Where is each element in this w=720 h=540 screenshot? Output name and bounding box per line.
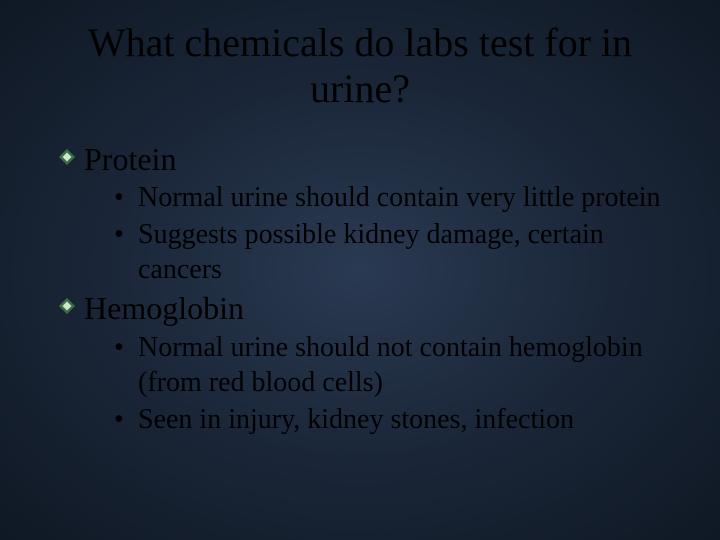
sub-item-text: Normal urine should contain very little …	[138, 180, 661, 215]
dot-bullet-icon: •	[114, 180, 138, 215]
sub-item: • Normal urine should contain very littl…	[114, 180, 670, 215]
section-heading: Hemoglobin	[84, 289, 244, 327]
dot-bullet-icon: •	[114, 217, 138, 252]
sub-item: • Suggests possible kidney damage, certa…	[114, 217, 670, 287]
slide-title: What chemicals do labs test for in urine…	[50, 20, 670, 112]
sub-item-text: Normal urine should not contain hemoglob…	[138, 330, 670, 400]
sub-item-text: Suggests possible kidney damage, certain…	[138, 217, 670, 287]
diamond-bullet-icon	[58, 140, 84, 166]
slide-content: Protein • Normal urine should contain ve…	[50, 140, 670, 437]
dot-bullet-icon: •	[114, 402, 138, 437]
diamond-bullet-icon	[58, 289, 84, 315]
sub-item-text: Seen in injury, kidney stones, infection	[138, 402, 574, 437]
sub-item: • Normal urine should not contain hemogl…	[114, 330, 670, 400]
section-heading: Protein	[84, 140, 176, 178]
sub-item: • Seen in injury, kidney stones, infecti…	[114, 402, 670, 437]
sub-list: • Normal urine should contain very littl…	[58, 180, 670, 287]
dot-bullet-icon: •	[114, 330, 138, 365]
list-item: Hemoglobin	[58, 289, 670, 327]
sub-list: • Normal urine should not contain hemogl…	[58, 330, 670, 437]
list-item: Protein	[58, 140, 670, 178]
